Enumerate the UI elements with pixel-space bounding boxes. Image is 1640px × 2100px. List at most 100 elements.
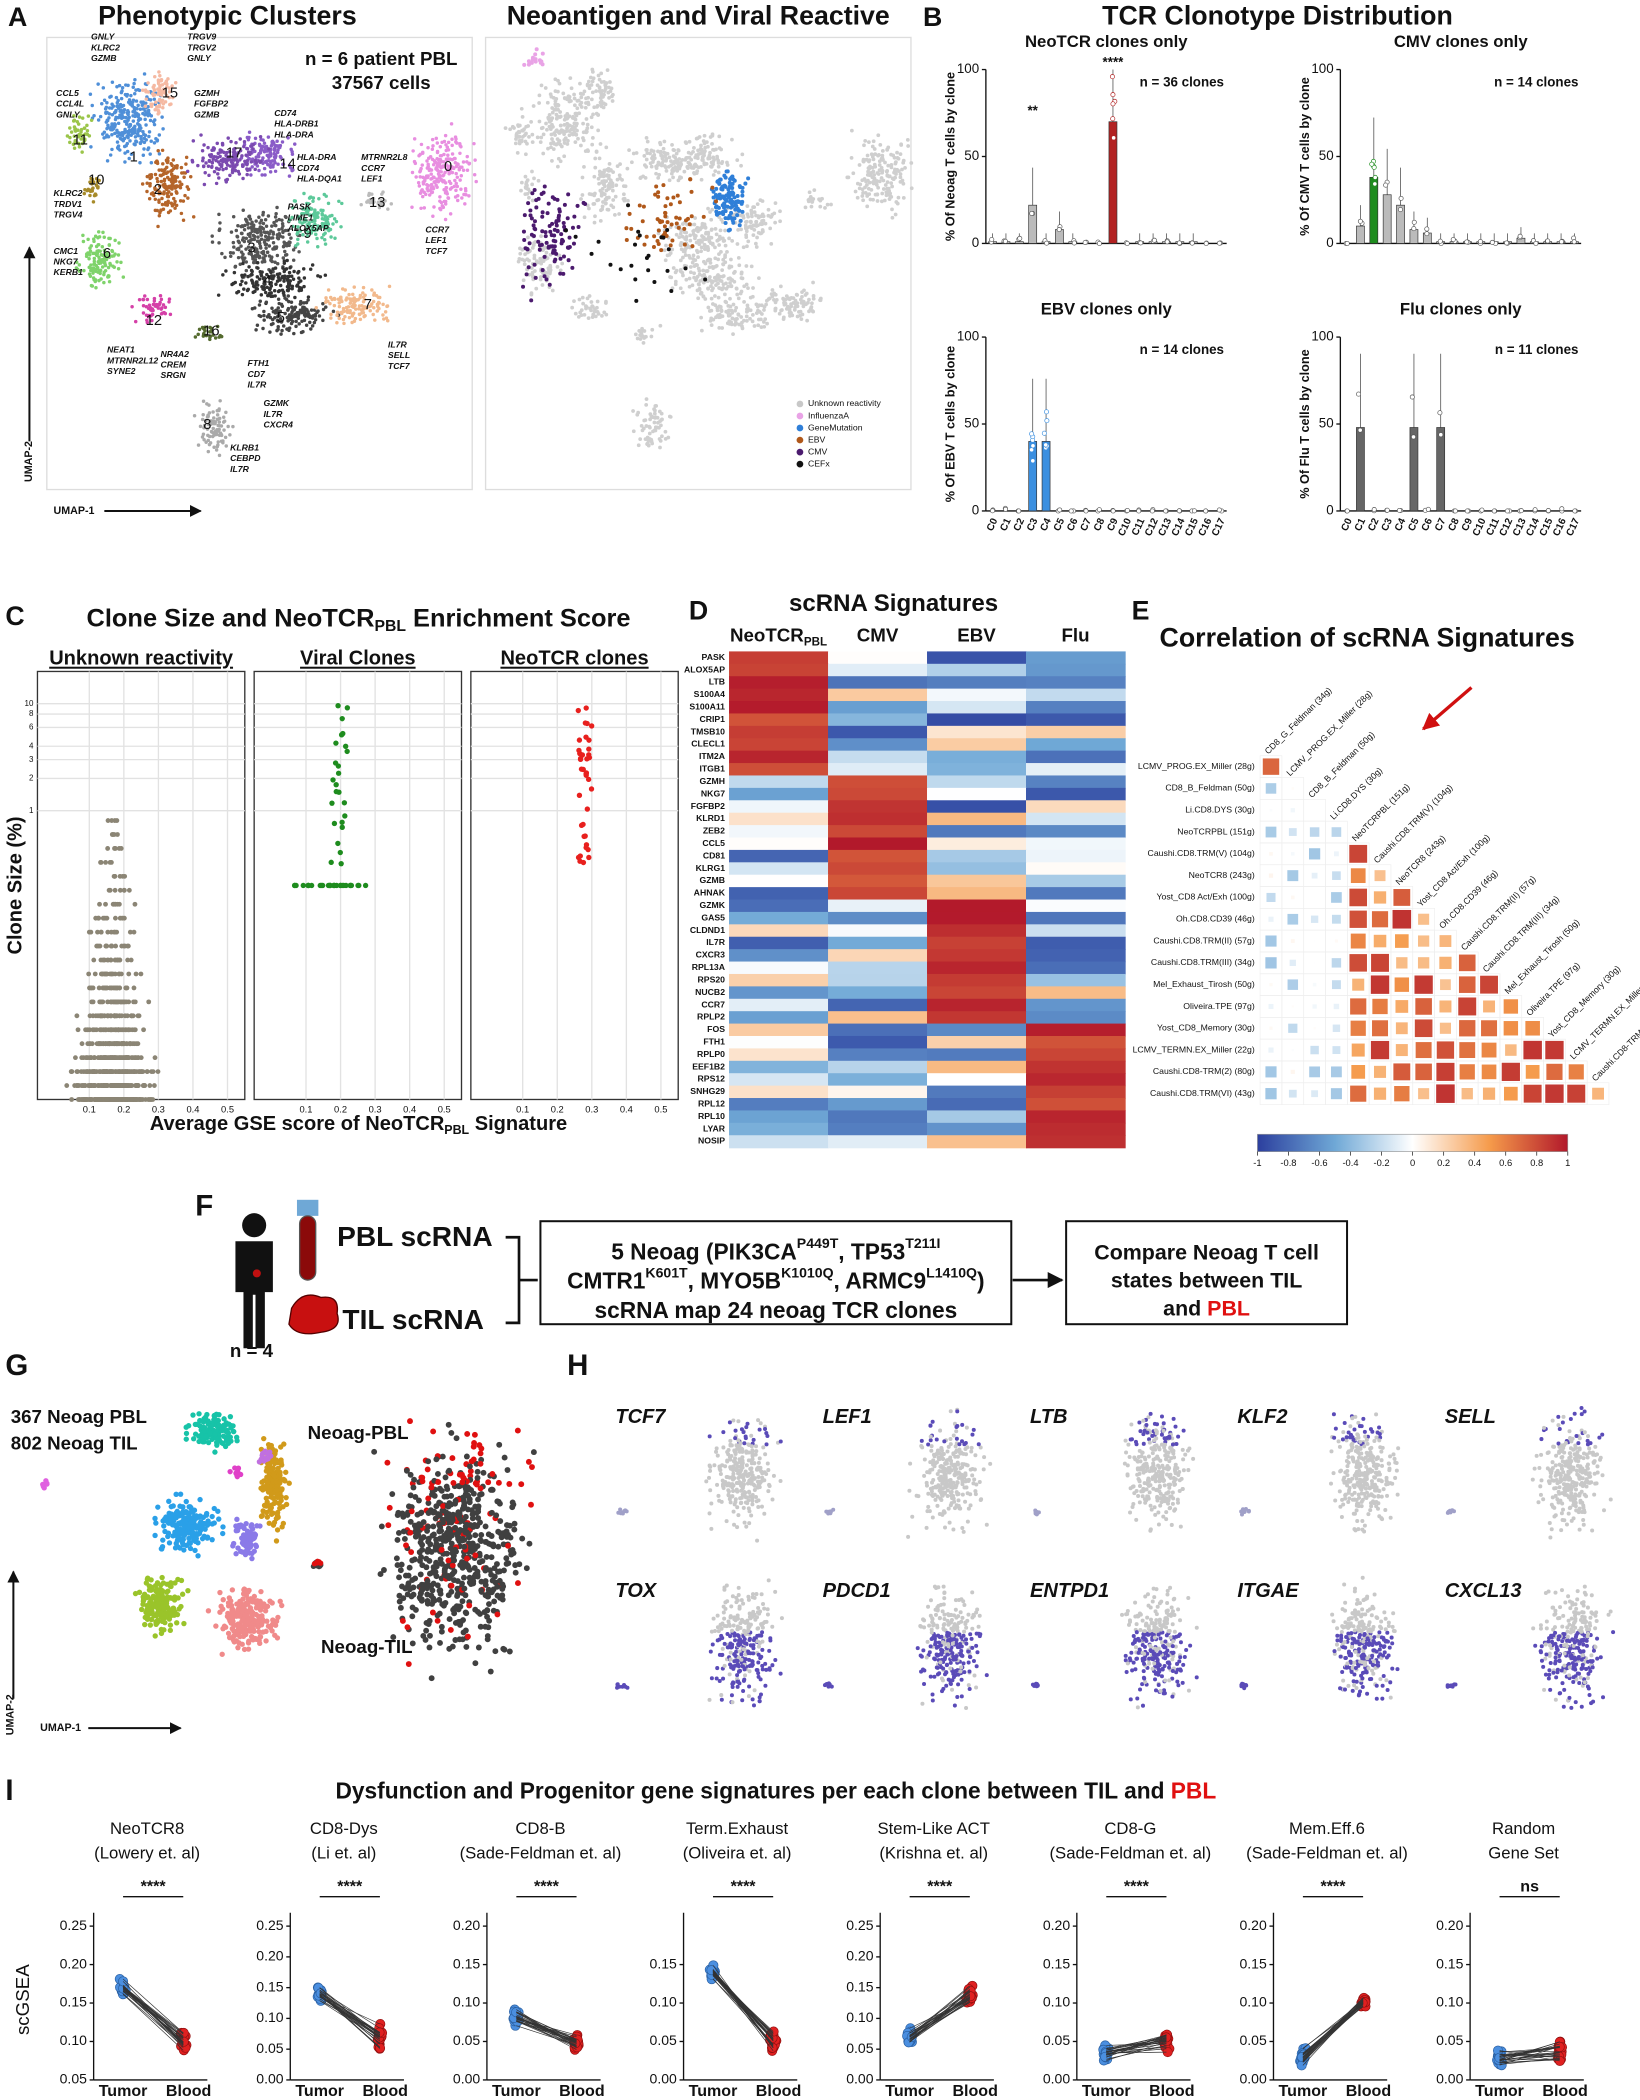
- dot: [589, 97, 594, 102]
- dot: [680, 157, 685, 162]
- dot: [424, 192, 428, 197]
- gene-annotation: CD7: [247, 369, 266, 379]
- dot: [148, 152, 152, 156]
- dot: [158, 74, 162, 78]
- dot: [560, 239, 565, 244]
- dot: [96, 230, 101, 234]
- dot: [197, 327, 202, 332]
- dot: [247, 265, 251, 269]
- dot: [685, 155, 690, 160]
- dot: [524, 182, 529, 187]
- dot: [556, 89, 560, 94]
- dot: [442, 199, 447, 204]
- dot: [172, 180, 176, 184]
- dot: [367, 304, 372, 309]
- dot: [220, 143, 225, 147]
- dot: [710, 185, 715, 190]
- dot: [881, 178, 886, 183]
- dot: [448, 212, 453, 216]
- dot: [216, 293, 221, 297]
- gene-annotation: NEAT1: [107, 345, 135, 355]
- dot: [173, 81, 178, 85]
- umap-reactivity: [503, 47, 914, 450]
- dot: [246, 287, 251, 292]
- dot: [710, 132, 715, 137]
- dot: [432, 175, 436, 180]
- dot: [550, 288, 555, 293]
- dot: [611, 198, 616, 202]
- dot: [108, 153, 113, 157]
- dot: [226, 424, 230, 429]
- dot: [575, 203, 580, 208]
- dot: [549, 132, 554, 137]
- dot: [330, 213, 334, 218]
- dot: [144, 97, 149, 101]
- dot: [608, 168, 613, 173]
- dot: [802, 288, 806, 293]
- dot: [663, 437, 668, 441]
- dot: [248, 152, 252, 157]
- dot: [181, 218, 186, 222]
- dot: [328, 295, 333, 300]
- dot: [235, 291, 239, 295]
- dot: [584, 96, 588, 101]
- dot: [170, 172, 174, 177]
- text-label: UMAP-2: [23, 441, 35, 482]
- dot: [295, 227, 299, 232]
- dot: [259, 293, 264, 297]
- dot: [709, 217, 714, 222]
- dot: [643, 163, 647, 168]
- dot: [867, 140, 871, 145]
- dot: [361, 310, 366, 315]
- dot: [426, 156, 431, 161]
- dot: [603, 84, 608, 89]
- dot: [697, 268, 702, 273]
- dot: [86, 114, 91, 118]
- dot: [237, 240, 241, 245]
- dot: [675, 193, 680, 198]
- dot: [724, 309, 729, 314]
- dot: [202, 143, 206, 147]
- dot: [104, 257, 109, 262]
- x-tick-label: C4: [1038, 516, 1054, 533]
- dot: [1136, 508, 1142, 514]
- dot: [107, 243, 112, 247]
- x-tick-label: C0: [1339, 516, 1355, 533]
- dot: [550, 244, 555, 249]
- dot: [238, 262, 242, 266]
- dot: [595, 309, 600, 314]
- dot: [778, 209, 782, 214]
- dot: [660, 434, 664, 439]
- dot: [558, 271, 563, 276]
- dot: [426, 164, 431, 169]
- dot: [701, 294, 706, 299]
- gene-annotation: CXCR4: [264, 420, 294, 430]
- dot: [527, 135, 531, 139]
- dot: [1452, 508, 1458, 514]
- dot: [437, 169, 442, 174]
- dot: [562, 154, 567, 159]
- dot: [709, 296, 714, 301]
- dot: [261, 249, 266, 254]
- dot: [386, 207, 390, 211]
- dot: [130, 305, 134, 309]
- dot: [241, 257, 245, 262]
- dot: [209, 422, 213, 426]
- dot: [648, 412, 653, 417]
- dot: [772, 211, 777, 216]
- frame: [46, 36, 473, 491]
- dot: [128, 139, 132, 143]
- cluster-label: 2: [154, 182, 162, 198]
- dot: [679, 162, 684, 167]
- dot: [519, 180, 524, 185]
- dot: [107, 116, 111, 120]
- dot: [77, 1097, 83, 1102]
- dot: [443, 217, 448, 222]
- dot: [829, 202, 833, 207]
- dot: [140, 103, 144, 107]
- dot: [755, 235, 759, 240]
- dot: [221, 159, 225, 164]
- dot: [273, 266, 278, 270]
- dot: [431, 214, 435, 218]
- dot: [1029, 211, 1035, 216]
